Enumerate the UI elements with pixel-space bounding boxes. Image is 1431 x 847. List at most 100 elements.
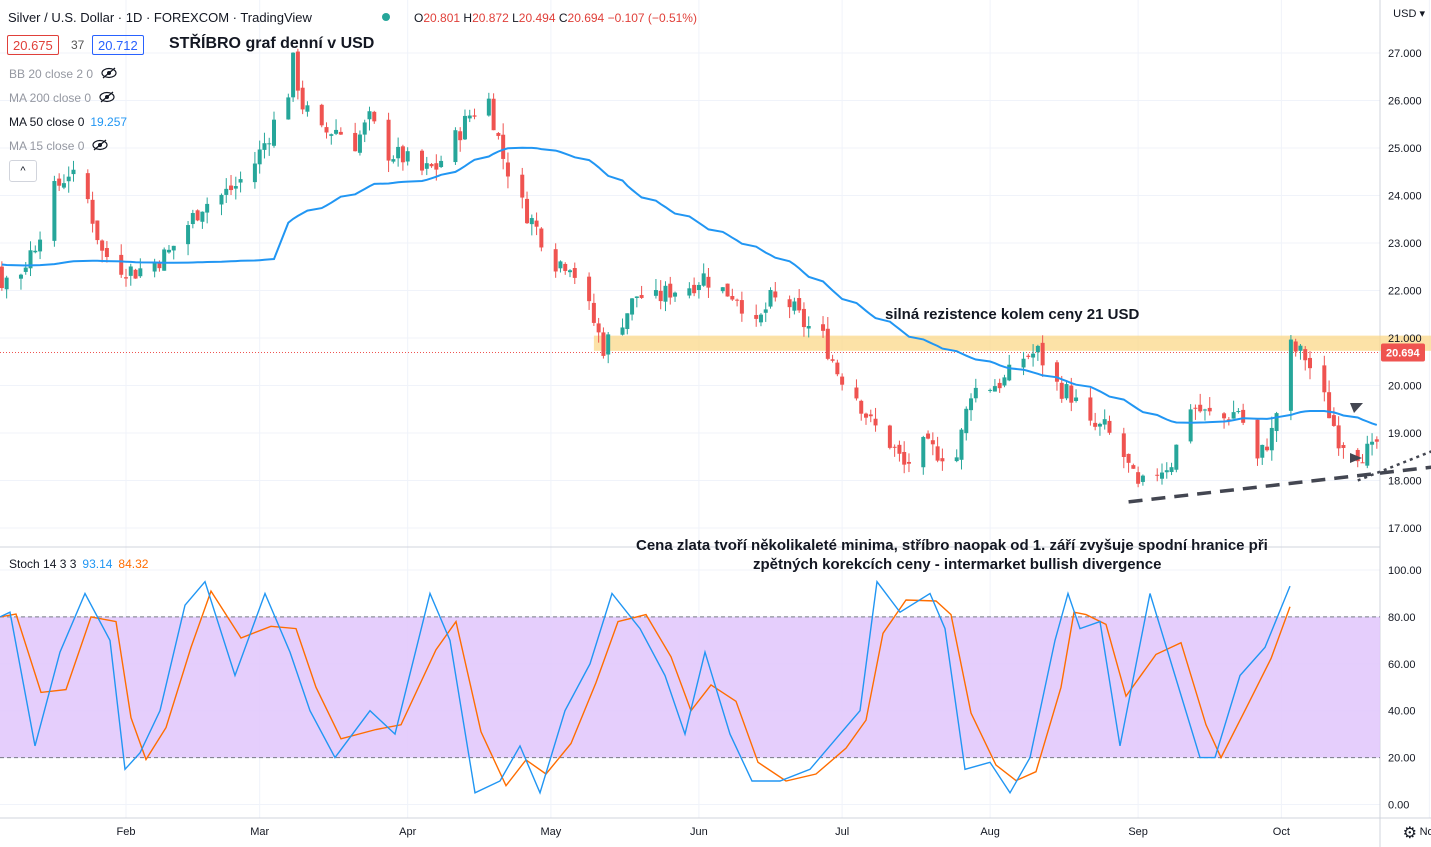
candle-body [1269,427,1274,451]
candle-body [687,288,692,296]
candle-body [291,52,296,98]
candle-body [1303,349,1308,361]
candle-body [1169,467,1174,473]
candle-body [104,248,109,257]
eye-hidden-icon[interactable] [101,67,117,82]
candle-body [1355,449,1360,462]
candle-body [1069,385,1074,403]
indicator-ma50[interactable]: MA 50 close 0 19.257 [9,115,128,129]
candle-body [1140,475,1145,482]
candle-body [1126,453,1131,463]
candle-body [1341,445,1346,448]
candle-body [959,429,964,460]
candle-body [400,146,405,163]
candle-body [1107,420,1112,433]
candle-body [71,169,76,175]
candle-body [329,134,334,136]
candle-body [864,413,868,418]
candle-body [658,290,663,302]
candle-body [763,309,768,313]
x-tick-label: May [541,826,562,838]
candle-body [1026,355,1031,357]
candle-body [262,143,267,150]
candle-body [1174,444,1179,470]
collapse-indicators-button[interactable]: ^ [9,160,37,182]
candle-body [840,376,845,385]
candle-body [1265,446,1270,451]
x-tick-label: Jun [690,826,708,838]
candle-body [1188,409,1193,442]
candle-body [1360,462,1365,464]
eye-hidden-icon[interactable] [92,139,108,154]
candle-body [1322,365,1327,393]
candle-body [1331,415,1336,426]
candle-body [305,105,310,112]
candle-body [52,181,57,241]
candle-body [653,290,658,296]
candle-body [639,295,644,298]
support-trendline [1128,465,1431,504]
market-open-dot [382,13,390,21]
resistance-annotation: silná rezistence kolem ceny 21 USD [885,306,1140,323]
candle-body [391,159,396,162]
candle-body [668,283,673,298]
candle-body [520,174,525,198]
candle-body [606,334,611,355]
candle-body [930,440,935,445]
candle-body [801,308,806,328]
candle-body [1365,443,1370,466]
candle-body [596,323,601,333]
candle-body [453,130,458,163]
x-tick-label: Mar [250,826,269,838]
candle-body [61,183,66,188]
eye-hidden-icon[interactable] [99,91,115,106]
y-tick-label: 60.00 [1388,659,1416,671]
candle-body [706,276,711,288]
candle-body [1164,470,1169,473]
sell-price-button[interactable]: 20.675 [7,35,59,55]
candle-body [730,296,735,300]
candle-body [1102,419,1107,425]
candles [0,48,1379,488]
candle-body [38,239,43,252]
last-price-label: 20.694 [1386,348,1421,360]
candle-body [57,178,62,186]
candle-body [1088,397,1093,421]
candle-body [997,382,1002,389]
stoch-legend[interactable]: Stoch 14 3 3 93.14 84.32 [9,557,149,571]
candle-body [219,194,224,205]
candle-body [434,163,439,170]
candle-body [1002,377,1007,386]
candle-body [988,389,993,391]
candle-body [935,446,940,461]
divergence-annotation-line1: Cena zlata tvoří několikaleté minima, st… [636,537,1268,554]
candle-body [372,111,377,122]
gear-icon[interactable]: ⚙ [1402,825,1417,842]
candle-body [286,97,291,120]
stoch-k-line [0,579,1291,795]
candle-body [295,51,300,91]
buy-price-button[interactable]: 20.712 [92,35,144,55]
indicator-bb[interactable]: BB 20 close 2 0 [9,67,117,82]
candle-body [224,188,229,195]
candle-body [367,111,372,120]
candle-body [663,285,668,302]
candle-body [906,461,911,464]
indicator-ma15[interactable]: MA 15 close 0 [9,139,108,154]
candle-body [1198,404,1203,412]
candle-body [534,220,539,227]
divergence-annotation-line2: zpětných korekcích ceny - intermarket bu… [753,556,1162,573]
currency-selector[interactable]: USD ▾ [1393,8,1425,20]
candle-body [1031,353,1036,358]
candle-body [95,220,100,241]
trendlines [1128,403,1431,504]
candle-body [1202,409,1207,411]
symbol-line[interactable]: Silver / U.S. Dollar · 1D · FOREXCOM · T… [8,10,312,25]
indicator-ma200[interactable]: MA 200 close 0 [9,91,115,106]
candle-body [162,249,167,271]
candle-body [124,277,128,279]
candle-body [405,151,410,162]
candle-body [353,132,358,152]
candle-body [1074,397,1079,402]
